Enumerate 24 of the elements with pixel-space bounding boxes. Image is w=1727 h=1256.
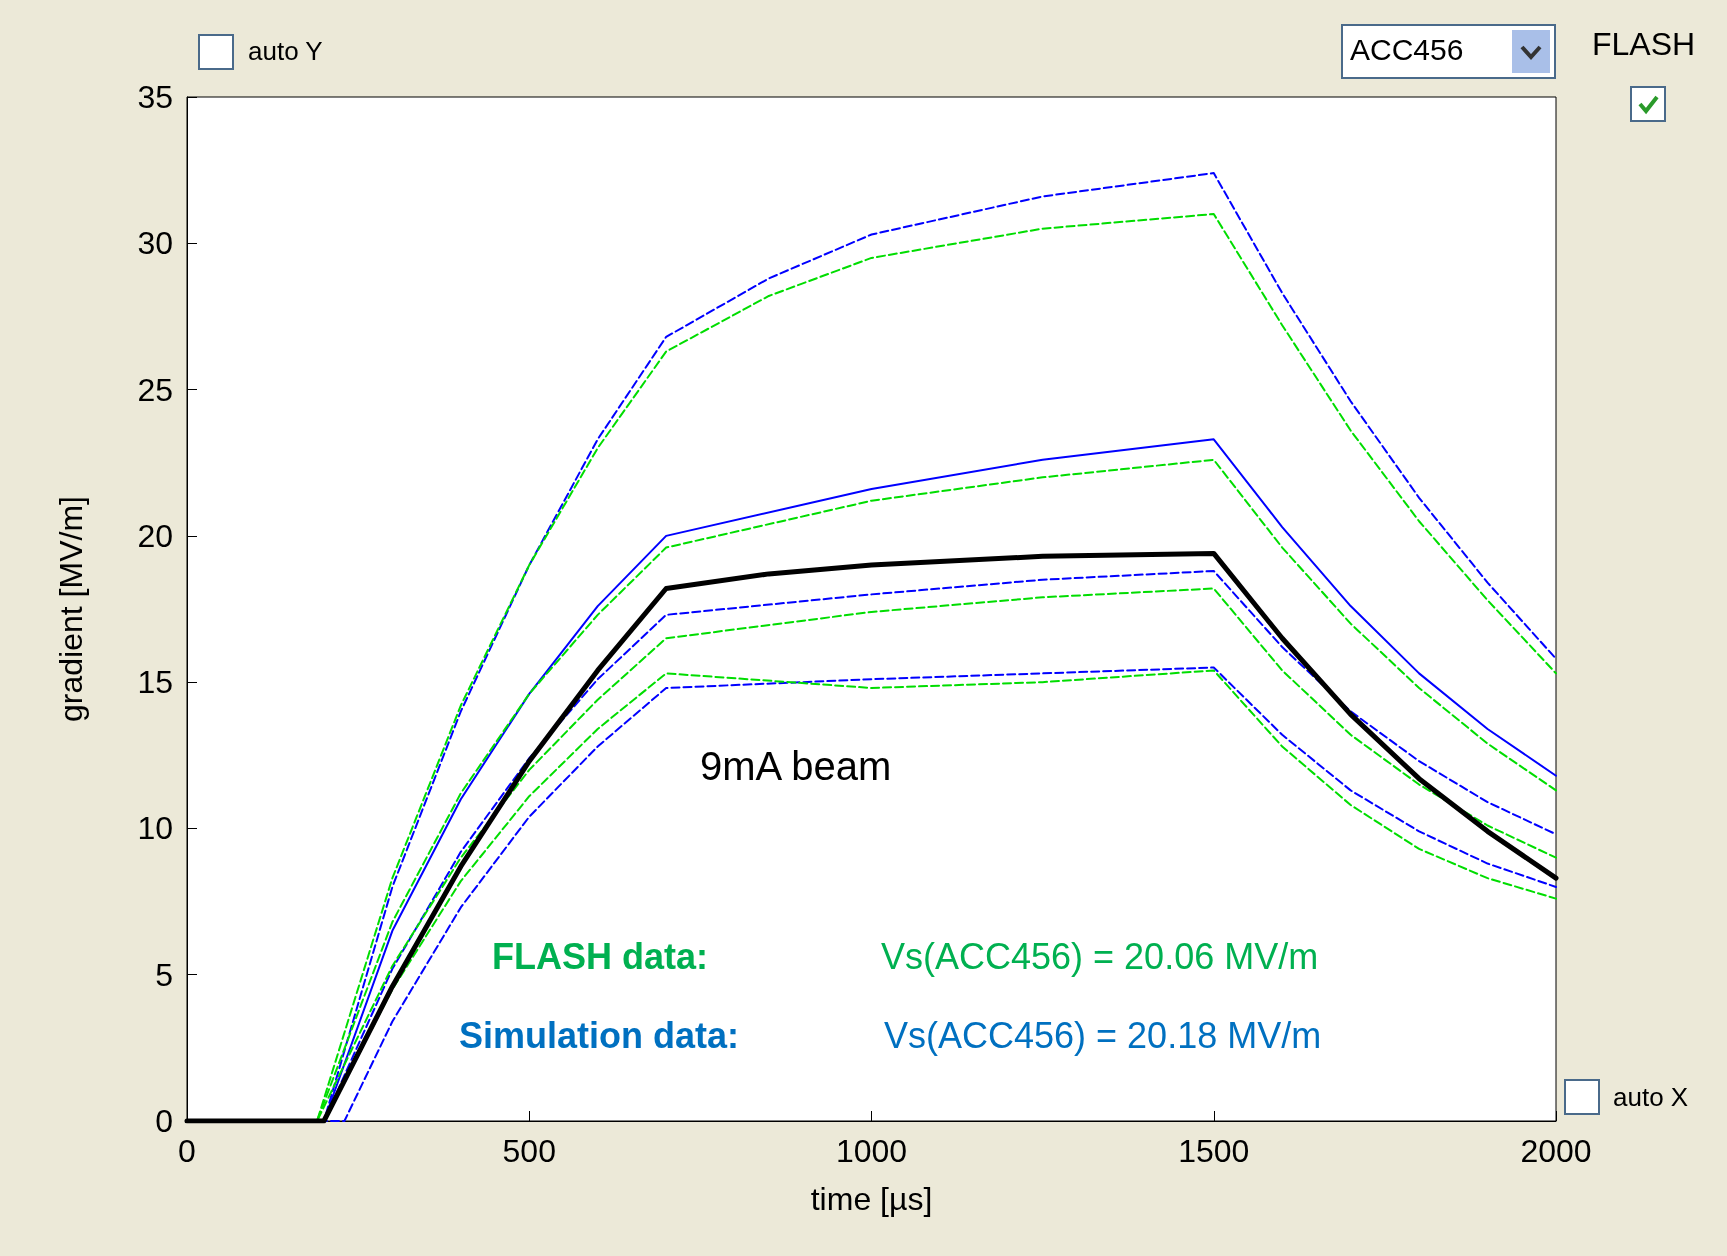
annotation: Vs(ACC456) = 20.06 MV/m bbox=[881, 936, 1319, 978]
text: auto X bbox=[1613, 1082, 1689, 1113]
y-tick-label: 15 bbox=[137, 664, 173, 701]
y-tick-label: 10 bbox=[137, 810, 173, 847]
text: FLASH bbox=[1592, 26, 1696, 63]
y-tick-label: 35 bbox=[137, 79, 173, 115]
annotation: 9mA beam bbox=[700, 744, 892, 789]
annotation: Vs(ACC456) = 20.18 MV/m bbox=[884, 1015, 1322, 1057]
x-tick-label: 1500 bbox=[1178, 1133, 1250, 1169]
y-tick-label: 0 bbox=[155, 1103, 173, 1139]
y-tick-label: 5 bbox=[155, 956, 173, 993]
x-tick-label: 0 bbox=[178, 1133, 196, 1169]
x-tick-label: 1000 bbox=[835, 1133, 908, 1169]
x-axis-title: time [µs] bbox=[810, 1181, 933, 1217]
text: auto Y bbox=[248, 36, 323, 67]
x-tick-label: 2000 bbox=[1520, 1133, 1592, 1169]
x-tick-label: 500 bbox=[502, 1133, 556, 1169]
annotation: FLASH data: bbox=[492, 936, 708, 978]
annotation: Simulation data: bbox=[459, 1015, 740, 1057]
y-axis-title: gradient [MV/m] bbox=[53, 496, 89, 722]
y-tick-label: 25 bbox=[137, 371, 173, 408]
y-tick-label: 30 bbox=[137, 225, 173, 262]
y-tick-label: 20 bbox=[137, 517, 173, 554]
text: ACC456 bbox=[1350, 33, 1464, 67]
